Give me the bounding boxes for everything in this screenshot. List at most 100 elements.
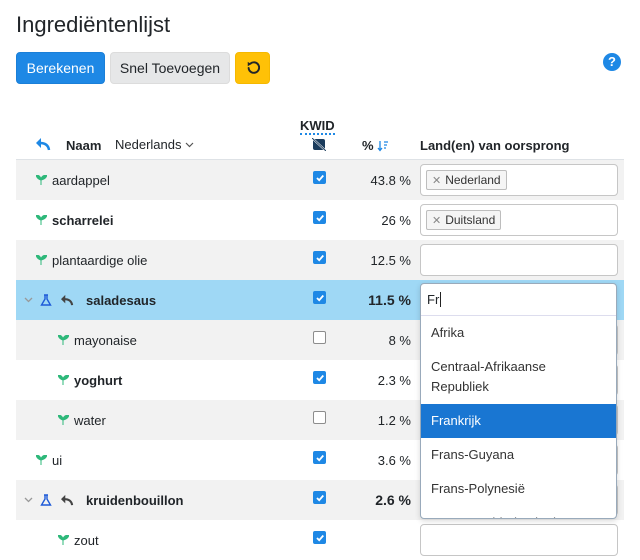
name-cell: scharrelei bbox=[36, 200, 113, 240]
language-label: Nederlands bbox=[115, 137, 182, 152]
ingredient-name: scharrelei bbox=[52, 212, 114, 228]
quick-add-button[interactable]: Snel Toevoegen bbox=[110, 52, 230, 84]
percent-value: 26 % bbox=[381, 212, 411, 228]
kwid-checkbox[interactable] bbox=[313, 251, 326, 264]
origin-country-select[interactable]: ✕ Duitsland bbox=[420, 204, 618, 236]
ingredient-name: mayonaise bbox=[74, 332, 137, 348]
leaf-icon bbox=[58, 535, 69, 545]
kwid-checkbox[interactable] bbox=[313, 331, 326, 344]
header-divider bbox=[16, 159, 624, 160]
percent-label: % bbox=[362, 138, 374, 153]
chevron-down-icon bbox=[185, 142, 193, 147]
table-row[interactable]: plantaardige olie 12.5 % bbox=[16, 240, 624, 280]
origin-country-select[interactable] bbox=[420, 524, 618, 556]
origin-column-header: Land(en) van oorsprong bbox=[420, 138, 570, 153]
kwid-column-header[interactable]: KWID bbox=[300, 118, 335, 135]
flask-icon bbox=[40, 494, 52, 506]
calculate-button[interactable]: Berekenen bbox=[16, 52, 105, 84]
kwid-checkbox[interactable] bbox=[313, 411, 326, 424]
chevron-down-icon[interactable] bbox=[24, 497, 33, 503]
remove-icon[interactable]: ✕ bbox=[432, 174, 442, 187]
country-option[interactable]: Centraal-Afrikaanse Republiek bbox=[431, 359, 546, 394]
name-cell: saladesaus bbox=[24, 280, 156, 320]
country-option[interactable]: Frans-Polynesië bbox=[431, 481, 525, 496]
leaf-icon bbox=[36, 215, 47, 225]
chevron-down-icon[interactable] bbox=[24, 297, 33, 303]
name-cell: water bbox=[58, 400, 106, 440]
name-cell: plantaardige olie bbox=[36, 240, 147, 280]
origin-country-select[interactable]: ✕ Nederland bbox=[420, 164, 618, 196]
kwid-checkbox[interactable] bbox=[313, 291, 326, 304]
kwid-checkbox[interactable] bbox=[313, 531, 326, 544]
percent-value: 12.5 % bbox=[370, 252, 411, 268]
percent-value: 2.6 % bbox=[375, 492, 411, 508]
country-dropdown[interactable]: Fr Afrika Centraal-Afrikaanse Republiek Fr… bbox=[420, 283, 617, 519]
ingredient-name: saladesaus bbox=[86, 292, 157, 308]
percent-value: 3.6 % bbox=[377, 452, 411, 468]
origin-country-select[interactable] bbox=[420, 244, 618, 276]
back-arrow-icon[interactable] bbox=[35, 137, 51, 151]
check-icon bbox=[316, 374, 324, 382]
kwid-checkbox[interactable] bbox=[313, 491, 326, 504]
leaf-icon bbox=[58, 415, 69, 425]
text-caret bbox=[440, 292, 442, 307]
leaf-icon bbox=[58, 375, 69, 385]
flask-icon bbox=[40, 294, 52, 306]
percent-value: 43.8 % bbox=[370, 172, 411, 188]
language-select[interactable]: Nederlands bbox=[115, 137, 194, 152]
reset-button[interactable] bbox=[235, 52, 270, 84]
percent-column-header[interactable]: % bbox=[362, 138, 389, 153]
table-row[interactable]: scharrelei 26 % ✕ Duitsland bbox=[16, 200, 624, 240]
check-icon bbox=[316, 214, 324, 222]
percent-value: 1.2 % bbox=[377, 412, 411, 428]
ingredient-name: water bbox=[74, 412, 106, 428]
check-icon bbox=[316, 454, 324, 462]
country-search-value: Fr bbox=[427, 292, 440, 307]
undo-icon bbox=[247, 61, 260, 74]
ingredient-name: yoghurt bbox=[74, 372, 123, 388]
name-column-header[interactable]: Naam bbox=[66, 138, 102, 153]
table-row[interactable]: aardappel 43.8 % ✕ Nederland bbox=[16, 160, 624, 200]
country-search-input[interactable]: Fr bbox=[421, 284, 616, 316]
ingredient-name: plantaardige olie bbox=[52, 252, 148, 268]
country-tag-label: Duitsland bbox=[445, 213, 496, 227]
help-icon[interactable]: ? bbox=[603, 53, 621, 71]
name-cell: aardappel bbox=[36, 160, 110, 200]
name-cell: yoghurt bbox=[58, 360, 122, 400]
percent-value: 8 % bbox=[388, 332, 411, 348]
kwid-checkbox[interactable] bbox=[313, 451, 326, 464]
country-option[interactable]: Frans-Guyana bbox=[431, 447, 515, 462]
check-icon bbox=[316, 254, 324, 262]
leaf-icon bbox=[36, 175, 47, 185]
check-icon bbox=[316, 294, 324, 302]
country-tag[interactable]: ✕ Duitsland bbox=[426, 210, 502, 230]
name-cell: kruidenbouillon bbox=[24, 480, 184, 520]
leaf-icon bbox=[36, 455, 47, 465]
percent-value: 11.5 % bbox=[368, 292, 411, 308]
ingredient-name: aardappel bbox=[52, 172, 110, 188]
kwid-checkbox[interactable] bbox=[313, 171, 326, 184]
check-icon bbox=[316, 494, 324, 502]
back-arrow-icon[interactable] bbox=[60, 494, 74, 506]
ingredient-name: ui bbox=[52, 452, 63, 468]
name-cell: ui bbox=[36, 440, 62, 480]
back-arrow-icon[interactable] bbox=[60, 294, 74, 306]
sort-desc-icon bbox=[377, 140, 388, 152]
remove-icon[interactable]: ✕ bbox=[432, 214, 442, 227]
kwid-checkbox[interactable] bbox=[313, 211, 326, 224]
kwid-checkbox[interactable] bbox=[313, 371, 326, 384]
checkbox-off-icon[interactable] bbox=[312, 138, 326, 151]
leaf-icon bbox=[58, 335, 69, 345]
check-icon bbox=[316, 534, 324, 542]
country-tag-label: Nederland bbox=[445, 173, 501, 187]
name-cell: zout bbox=[58, 520, 99, 560]
ingredient-name: kruidenbouillon bbox=[86, 492, 184, 508]
country-option[interactable]: Franse Gebieden in de bbox=[421, 506, 616, 518]
country-option[interactable]: Afrika bbox=[431, 325, 465, 340]
table-row[interactable]: zout bbox=[16, 520, 624, 560]
country-tag[interactable]: ✕ Nederland bbox=[426, 170, 507, 190]
ingredient-name: zout bbox=[74, 532, 99, 548]
country-option[interactable]: Frankrijk bbox=[421, 404, 616, 438]
leaf-icon bbox=[36, 255, 47, 265]
name-cell: mayonaise bbox=[58, 320, 137, 360]
